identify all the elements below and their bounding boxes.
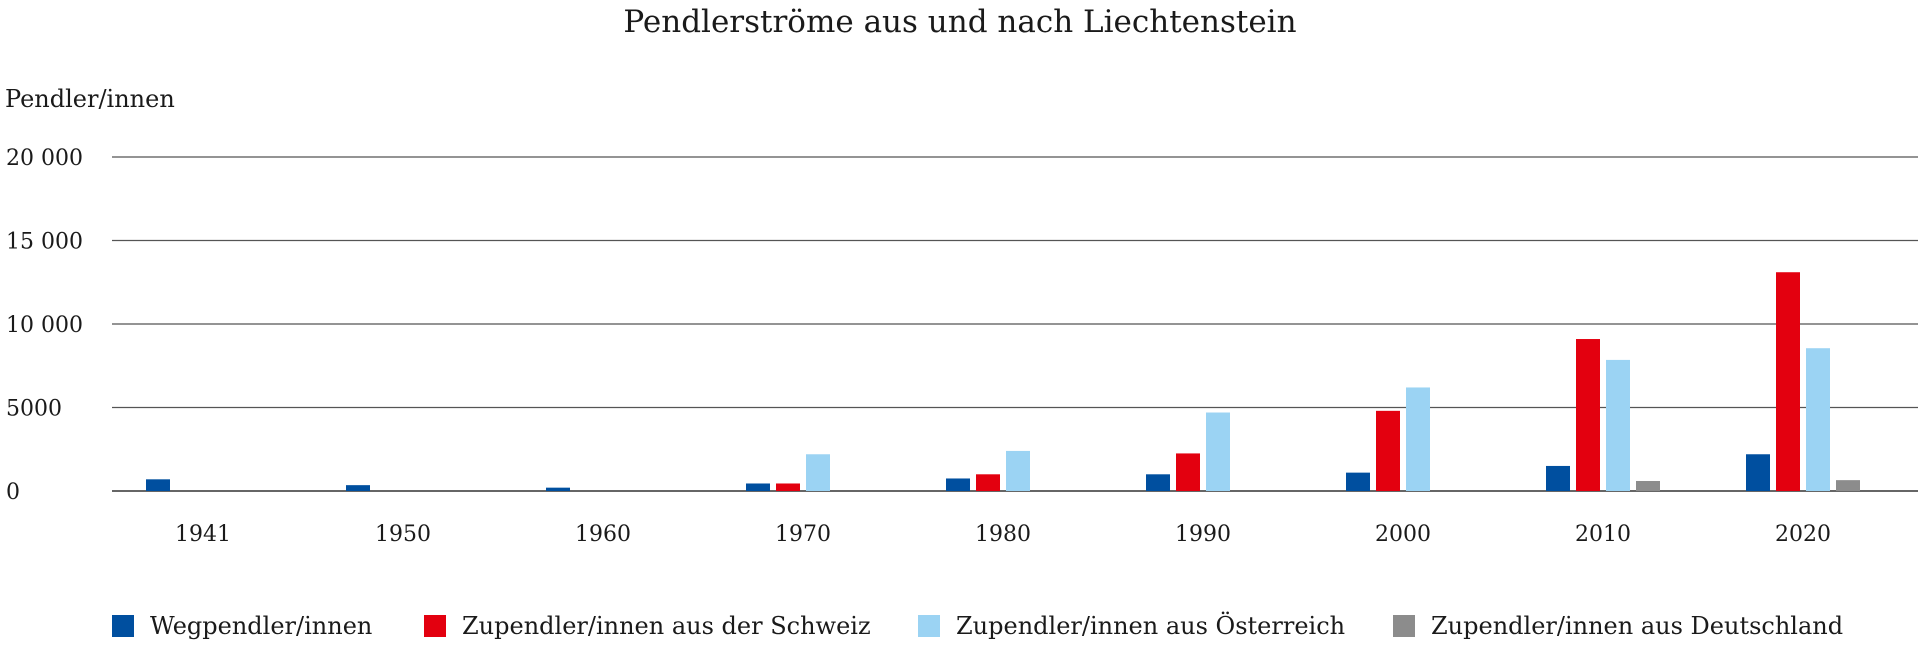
bar-2010-series-3 [1606,359,1630,491]
x-tick-label: 1990 [1175,522,1231,547]
legend-swatch [424,615,446,637]
bar-1980-series-3 [1006,450,1030,491]
chart-plot-area: 0 5000 10 000 15 000 20 000 1941 1950 1960 1970… [6,146,1918,547]
bar-2000-series-3 [1406,387,1430,491]
legend-label: Zupendler/innen aus der Schweiz [462,612,871,640]
bar-2000-series-2 [1376,410,1400,491]
bar-2010-series-2 [1576,339,1600,491]
x-tick-label: 1950 [375,522,431,547]
legend-label: Wegpendler/innen [150,612,373,640]
bar-2000-series-1 [1346,472,1370,491]
legend-swatch [1393,615,1415,637]
x-tick-label: 1970 [775,522,831,547]
bar-2020-series-4 [1836,480,1860,491]
bar-1950-series-1 [346,485,370,491]
y-tick-label: 0 [6,480,20,505]
bar-2010-series-1 [1546,465,1570,491]
bar-1980-series-2 [976,474,1000,491]
bar-1941-series-1 [146,479,170,491]
bar-1970-series-1 [746,483,770,491]
bar-2020-series-2 [1776,272,1800,491]
y-tick-labels: 0 5000 10 000 15 000 20 000 [6,146,83,505]
y-tick-label: 15 000 [6,230,83,255]
bar-2020-series-1 [1746,454,1770,491]
bar-1970-series-2 [776,483,800,491]
legend-swatch [112,615,134,637]
bar-1970-series-3 [806,454,830,491]
legend-label: Zupendler/innen aus Deutschland [1431,612,1844,640]
bars [146,272,1860,491]
x-tick-label: 1980 [975,522,1031,547]
legend-swatch [918,615,940,637]
bar-1960-series-1 [546,487,570,491]
bar-1990-series-2 [1176,453,1200,491]
x-tick-label: 2000 [1375,522,1431,547]
y-tick-label: 10 000 [6,313,83,338]
bar-1990-series-1 [1146,474,1170,491]
legend-label: Zupendler/innen aus Österreich [956,612,1346,640]
legend-item: Zupendler/innen aus Österreich [918,606,1345,646]
x-tick-label: 1960 [575,522,631,547]
legend-item: Zupendler/innen aus der Schweiz [424,606,871,646]
y-axis-label: Pendler/innen [5,85,175,113]
y-tick-label: 5000 [6,397,62,422]
x-tick-label: 2020 [1775,522,1831,547]
x-tick-label: 1941 [175,522,231,547]
bar-2010-series-4 [1636,480,1660,491]
y-tick-label: 20 000 [6,146,83,171]
legend-item: Zupendler/innen aus Deutschland [1393,606,1843,646]
grid-lines [112,156,1918,492]
bar-2020-series-3 [1806,348,1830,491]
legend-item: Wegpendler/innen [112,606,372,646]
x-tick-labels: 1941 1950 1960 1970 1980 1990 2000 2010 2020 [175,522,1831,547]
chart-title: Pendlerströme aus und nach Liechtenstein [623,4,1297,40]
legend: Wegpendler/innen Zupendler/innen aus der … [0,606,1920,646]
bar-1980-series-1 [946,478,970,491]
bar-1990-series-3 [1206,412,1230,491]
x-tick-label: 2010 [1575,522,1631,547]
